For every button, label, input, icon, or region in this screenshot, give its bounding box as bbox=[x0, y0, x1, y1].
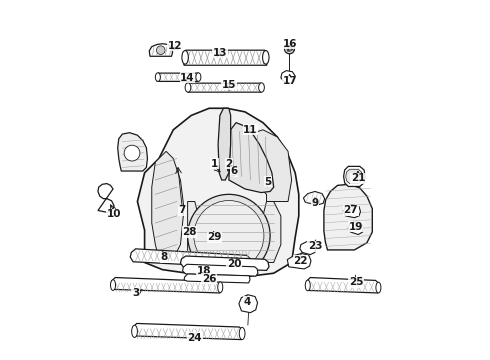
Text: 27: 27 bbox=[343, 206, 358, 216]
Text: 12: 12 bbox=[168, 41, 182, 50]
Text: 1: 1 bbox=[211, 159, 218, 169]
Polygon shape bbox=[218, 108, 231, 180]
Polygon shape bbox=[183, 264, 258, 276]
Ellipse shape bbox=[305, 280, 310, 291]
Text: 22: 22 bbox=[294, 256, 308, 266]
Ellipse shape bbox=[239, 327, 245, 339]
Polygon shape bbox=[343, 166, 365, 186]
Polygon shape bbox=[281, 71, 295, 83]
Circle shape bbox=[188, 194, 270, 277]
Polygon shape bbox=[287, 253, 311, 269]
Text: 19: 19 bbox=[349, 222, 364, 231]
Text: 3: 3 bbox=[132, 288, 139, 298]
Text: 20: 20 bbox=[227, 259, 242, 269]
Text: 9: 9 bbox=[311, 198, 318, 208]
Ellipse shape bbox=[132, 325, 137, 337]
Text: 29: 29 bbox=[207, 232, 221, 242]
Text: 18: 18 bbox=[196, 266, 211, 276]
Polygon shape bbox=[137, 108, 299, 277]
Polygon shape bbox=[156, 73, 199, 81]
Text: 4: 4 bbox=[243, 297, 250, 307]
Circle shape bbox=[287, 46, 292, 51]
Text: 14: 14 bbox=[180, 73, 195, 83]
Ellipse shape bbox=[259, 83, 265, 92]
Ellipse shape bbox=[376, 282, 381, 293]
Polygon shape bbox=[188, 202, 281, 262]
Polygon shape bbox=[187, 83, 262, 92]
Text: 15: 15 bbox=[221, 80, 236, 90]
Ellipse shape bbox=[182, 50, 188, 64]
Polygon shape bbox=[300, 242, 316, 255]
Polygon shape bbox=[111, 278, 222, 293]
Polygon shape bbox=[98, 184, 114, 212]
Polygon shape bbox=[303, 192, 324, 205]
Circle shape bbox=[124, 145, 140, 161]
Ellipse shape bbox=[263, 50, 269, 64]
Text: 11: 11 bbox=[243, 125, 258, 135]
Circle shape bbox=[194, 201, 264, 271]
Polygon shape bbox=[183, 50, 269, 65]
Text: 5: 5 bbox=[265, 177, 272, 187]
Polygon shape bbox=[132, 323, 244, 339]
Polygon shape bbox=[229, 123, 274, 193]
Polygon shape bbox=[324, 184, 372, 250]
Polygon shape bbox=[130, 249, 251, 268]
Polygon shape bbox=[245, 130, 292, 202]
Text: 8: 8 bbox=[161, 252, 168, 262]
Polygon shape bbox=[149, 44, 172, 56]
Text: 10: 10 bbox=[107, 209, 122, 219]
Text: 26: 26 bbox=[202, 274, 217, 284]
Text: 13: 13 bbox=[213, 48, 227, 58]
Polygon shape bbox=[346, 169, 362, 184]
Text: 23: 23 bbox=[308, 241, 322, 251]
Text: 21: 21 bbox=[351, 173, 365, 183]
Text: 2: 2 bbox=[225, 159, 232, 169]
Ellipse shape bbox=[196, 73, 201, 81]
Text: 6: 6 bbox=[231, 166, 238, 176]
Text: 24: 24 bbox=[188, 333, 202, 343]
Polygon shape bbox=[180, 256, 269, 270]
Text: 28: 28 bbox=[182, 227, 196, 237]
Ellipse shape bbox=[185, 83, 191, 92]
Text: 25: 25 bbox=[349, 277, 364, 287]
Polygon shape bbox=[118, 133, 147, 171]
Polygon shape bbox=[306, 278, 380, 293]
Ellipse shape bbox=[155, 73, 160, 81]
Polygon shape bbox=[343, 205, 361, 218]
Polygon shape bbox=[152, 151, 184, 259]
Polygon shape bbox=[184, 274, 250, 283]
Text: 16: 16 bbox=[283, 39, 297, 49]
Polygon shape bbox=[239, 295, 258, 313]
Text: 7: 7 bbox=[178, 206, 186, 216]
Text: 17: 17 bbox=[283, 76, 297, 86]
Circle shape bbox=[285, 44, 294, 54]
Polygon shape bbox=[348, 222, 364, 234]
Ellipse shape bbox=[111, 280, 116, 291]
Ellipse shape bbox=[218, 282, 223, 293]
Circle shape bbox=[156, 46, 165, 54]
